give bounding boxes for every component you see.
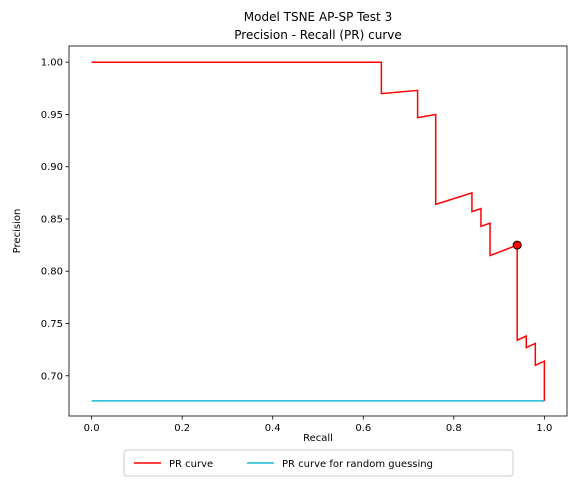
chart-legend: PR curve PR curve for random guessing bbox=[123, 449, 514, 477]
chart-title-line-1: Model TSNE AP-SP Test 3 bbox=[244, 10, 392, 24]
x-axis-label: Recall bbox=[303, 433, 333, 444]
legend-frame bbox=[123, 449, 514, 477]
x-tick-label: 0.4 bbox=[265, 423, 281, 434]
y-tick-label: 0.90 bbox=[41, 162, 63, 173]
best-threshold-marker bbox=[512, 240, 522, 250]
y-tick-label: 1.00 bbox=[41, 58, 63, 69]
chart-series bbox=[91, 61, 546, 402]
x-tick-label: 0.0 bbox=[84, 423, 100, 434]
y-tick-label: 0.95 bbox=[41, 110, 63, 121]
x-tick-label: 0.8 bbox=[446, 423, 462, 434]
chart-title-group: Model TSNE AP-SP Test 3 Precision - Reca… bbox=[234, 10, 402, 42]
y-tick-label: 0.75 bbox=[41, 319, 63, 330]
legend-label-random: PR curve for random guessing bbox=[282, 459, 433, 470]
y-tick-label: 0.70 bbox=[41, 371, 63, 382]
axis-ticks: 0.0 0.2 0.4 0.6 0.8 1.0 0.70 0.75 0.80 0.85 0.90 0.… bbox=[41, 58, 553, 434]
x-tick-label: 0.6 bbox=[355, 423, 371, 434]
chart-title-line-2: Precision - Recall (PR) curve bbox=[234, 28, 402, 42]
x-tick-label: 0.2 bbox=[174, 423, 190, 434]
legend-label-pr-curve: PR curve bbox=[169, 459, 213, 470]
pr-curve-line bbox=[91, 61, 546, 401]
y-tick-label: 0.85 bbox=[41, 214, 63, 225]
y-axis-label: Precision bbox=[12, 209, 23, 254]
plot-area-frame bbox=[68, 45, 568, 417]
x-tick-label: 1.0 bbox=[536, 423, 552, 434]
y-tick-label: 0.80 bbox=[41, 267, 63, 278]
